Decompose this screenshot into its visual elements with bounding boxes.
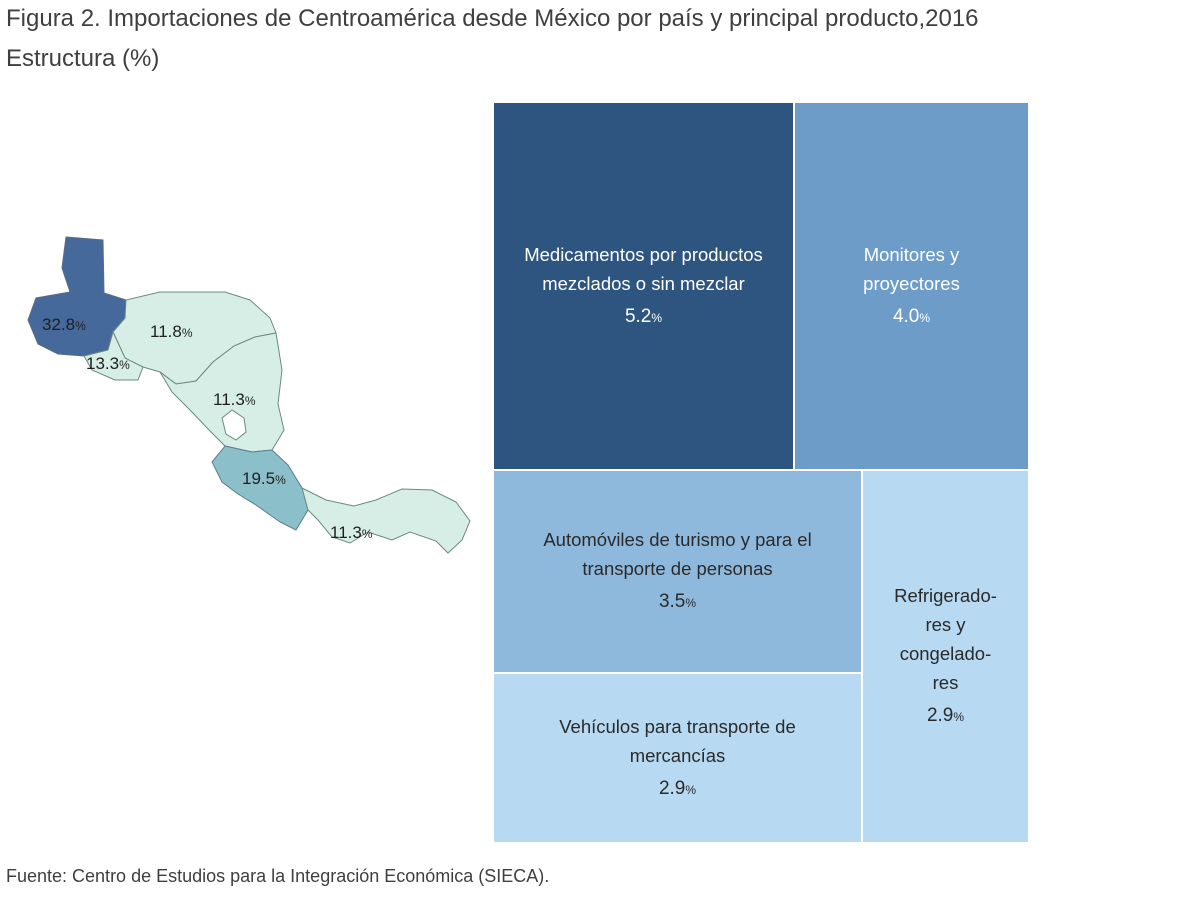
tile-value: 4.0% bbox=[892, 305, 931, 327]
tile-value: 5.2% bbox=[624, 305, 663, 327]
map-region-el-salvador bbox=[83, 330, 144, 381]
tile-value: 3.5% bbox=[658, 591, 697, 612]
map-label-costa-rica: 19.5% bbox=[242, 469, 286, 488]
central-america-map: 32.8% 11.8% 13.3% 11.3% 19.5% 11.3% bbox=[27, 236, 471, 554]
source-note: Fuente: Centro de Estudios para la Integ… bbox=[6, 866, 550, 886]
tile-value: 2.9% bbox=[658, 777, 697, 799]
map-region-panama bbox=[301, 487, 471, 554]
chart-subtitle: Estructura (%) bbox=[6, 45, 160, 72]
lake-nicaragua bbox=[221, 409, 247, 441]
map-label-panama: 11.3% bbox=[330, 523, 373, 542]
tile-label: Refrigerado-res y congelado-res bbox=[894, 585, 997, 693]
map-region-costa-rica bbox=[211, 445, 309, 531]
map-label-el-salvador: 13.3% bbox=[86, 354, 130, 373]
chart-title: Figura 2. Importaciones de Centroamérica… bbox=[6, 5, 979, 32]
treemap-tile-medicamentos: Medicamentos por productos mezclados o s… bbox=[493, 102, 794, 470]
treemap-tile-vehiculos: Vehículos para transporte de mercancías … bbox=[493, 673, 862, 843]
tile-label: Vehículos para transporte de mercancías bbox=[559, 715, 796, 766]
map-label-guatemala: 32.8% bbox=[42, 315, 86, 334]
tile-label: Medicamentos por productos mezclados o s… bbox=[524, 243, 763, 294]
tile-label: Automóviles de turismo y para el transpo… bbox=[543, 529, 812, 579]
map-label-nicaragua: 11.3% bbox=[213, 390, 256, 409]
treemap-tile-monitores: Monitores y proyectores 4.0% bbox=[794, 102, 1029, 470]
product-treemap: Medicamentos por productos mezclados o s… bbox=[493, 102, 1029, 843]
map-label-honduras: 11.8% bbox=[150, 322, 193, 341]
tile-label: Monitores y proyectores bbox=[863, 243, 960, 294]
tile-value: 2.9% bbox=[926, 705, 965, 726]
treemap-tile-refrigeradores: Refrigerado-res y congelado-res 2.9% bbox=[862, 470, 1029, 843]
map-region-nicaragua bbox=[159, 332, 285, 453]
treemap-tile-automoviles: Automóviles de turismo y para el transpo… bbox=[493, 470, 862, 673]
